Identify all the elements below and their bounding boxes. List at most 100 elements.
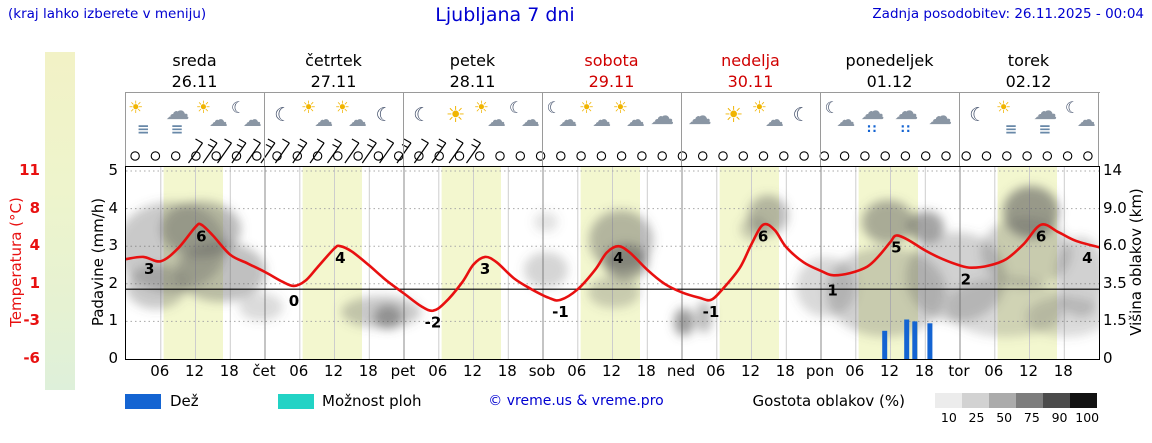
day-header-petek: petek 28.11 [403, 50, 542, 92]
icons-četrtek: ☾ ☀ ☁ ☀ ☁ ☾ [264, 93, 403, 139]
temp-value-label: -1 [703, 303, 720, 321]
temp-value-label: -2 [425, 314, 442, 332]
day-separator [264, 93, 265, 166]
icons-ponedeljek: ☾ ☁ ☁ ∶∶ ☁ ∶∶ ☁ [820, 93, 959, 139]
gray-scale-segment [962, 393, 989, 408]
cloud-axis-tick: 9.0 [1103, 198, 1127, 217]
cloud-axis-tick: 6.0 [1103, 236, 1127, 255]
suncloud-icon: ☀ ☁ [578, 98, 612, 131]
day-name: torek [1007, 51, 1050, 70]
showers-legend-swatch [278, 394, 314, 409]
mooncloud-icon: ☾ ☁ [231, 98, 262, 131]
icons-torek: ☾ ☀ ≡ ☁ ≡ ☾ ☁ [959, 93, 1098, 139]
x-axis-hour-label: 18 [219, 362, 239, 380]
icons-sobota: ☾ ☁ ☀ ☁ ☀ ☁ ☁ [542, 93, 681, 139]
x-axis-day-label: tor [948, 362, 970, 380]
day-date: 28.11 [449, 72, 496, 91]
temperature-color-scale [45, 52, 75, 390]
x-axis-hour-label: 12 [462, 362, 483, 380]
fog-icon: ☁ ≡ [1033, 97, 1058, 138]
fog-icon: ☁ ≡ [165, 97, 190, 138]
precip-axis-tick: 1 [108, 311, 118, 330]
cloud-density-scale-ticks: 10 25 50 75 90 100 [935, 410, 1101, 425]
x-axis-hour-label: 18 [1053, 362, 1073, 380]
moon-icon: ☾ [792, 104, 810, 126]
temp-value-label: 3 [144, 260, 154, 278]
precip-axis-tick: 4 [108, 198, 118, 217]
precip-axis-tick: 5 [108, 161, 118, 179]
x-axis-hour-label: 18 [358, 362, 378, 380]
moon-icon: ☾ [969, 104, 987, 126]
temp-value-label: 6 [758, 228, 768, 246]
chart-plot-area: 3 6 0 4 -2 3 -1 4 -1 6 1 5 2 6 4 [125, 166, 1100, 360]
mooncloud-icon: ☾ ☁ [546, 98, 578, 131]
temp-axis-tick: -3 [23, 311, 40, 330]
gray-scale-tick: 75 [1023, 410, 1040, 425]
gray-scale-segment [1016, 393, 1043, 408]
cloud-icon: ☁ [928, 102, 953, 130]
fogsun-icon: ☀ ≡ [128, 98, 151, 138]
x-axis-hour-label: 06 [706, 362, 726, 380]
day-separator [681, 93, 682, 166]
temp-value-label: 6 [1036, 228, 1046, 246]
day-separator [542, 93, 543, 166]
x-axis-hour-label: 06 [984, 362, 1004, 380]
x-axis-day-label: pon [805, 362, 835, 380]
raincloud-icon: ☁ ∶∶ [894, 97, 919, 136]
temp-value-label: 0 [289, 292, 299, 310]
day-name: sreda [172, 51, 217, 70]
day-header-sreda: sreda 26.11 [125, 50, 264, 92]
day-date: 01.12 [866, 72, 913, 91]
gray-scale-tick: 100 [1075, 410, 1100, 425]
x-axis-hour-label: 06 [289, 362, 309, 380]
x-axis-hour-label: 06 [150, 362, 170, 380]
temp-axis-tick: 1 [29, 273, 40, 292]
sun-icon: ☀ [723, 103, 744, 128]
cloud-icon: ☁ [687, 102, 712, 130]
suncloud-icon: ☀ ☁ [473, 98, 506, 131]
credit-link[interactable]: © vreme.us & vreme.pro [488, 393, 664, 409]
day-header-ponedeljek: ponedeljek 01.12 [820, 50, 959, 92]
gray-scale-tick: 90 [1051, 410, 1068, 425]
cloud-density-label: Gostota oblakov (%) [752, 392, 905, 410]
x-axis-hour-label: 18 [775, 362, 795, 380]
temp-axis-tick: 8 [29, 198, 40, 217]
suncloud-icon: ☀ ☁ [195, 98, 228, 131]
x-axis-day-label: ned [666, 362, 696, 380]
day-date: 02.12 [1005, 72, 1052, 91]
rain-legend-label: Dež [170, 392, 199, 410]
x-axis-hour-label: 06 [567, 362, 587, 380]
wind-barbs [188, 138, 481, 164]
temp-value-label: 4 [1082, 249, 1092, 267]
cloud-density-scale [935, 393, 1097, 408]
fogsun-icon: ☀ ≡ [995, 98, 1019, 138]
icons-sreda: ☀ ≡ ☁ ≡ ☀ ☁ ☾ ☁ [125, 93, 264, 139]
temp-value-label: 4 [613, 249, 623, 267]
day-header-sobota: sobota 29.11 [542, 50, 681, 92]
weather-symbol-circles [130, 151, 1093, 161]
temp-value-label: 6 [196, 228, 206, 246]
page-title: Ljubljana 7 dni [435, 4, 575, 26]
day-separator [403, 93, 404, 166]
day-name: nedelja [721, 51, 780, 70]
cloud-axis-tick: 14 [1103, 161, 1123, 179]
suncloud-icon: ☀ ☁ [334, 98, 367, 131]
day-date: 30.11 [727, 72, 774, 91]
temp-value-label: 5 [891, 239, 901, 257]
moon-icon: ☾ [274, 104, 292, 126]
temperature-curve [126, 222, 1099, 313]
day-header-četrtek: četrtek 27.11 [264, 50, 403, 92]
gray-scale-segment [1043, 393, 1070, 408]
gray-scale-segment [989, 393, 1016, 408]
gray-scale-tick: 10 [940, 410, 957, 425]
raincloud-icon: ☁ ∶∶ [860, 97, 885, 136]
showers-legend-label: Možnost ploh [322, 392, 422, 410]
x-axis-hour-label: 06 [428, 362, 448, 380]
day-date: 27.11 [310, 72, 357, 91]
suncloud-icon: ☀ ☁ [300, 98, 334, 131]
temperature-value-labels: 3 6 0 4 -2 3 -1 4 -1 6 1 5 2 6 4 [144, 228, 1093, 332]
icons-nedelja: ☁ ☀ ☀ ☁ ☾ [681, 93, 820, 139]
x-axis-hour-label: 18 [636, 362, 656, 380]
x-axis-hour-label: 12 [184, 362, 205, 380]
